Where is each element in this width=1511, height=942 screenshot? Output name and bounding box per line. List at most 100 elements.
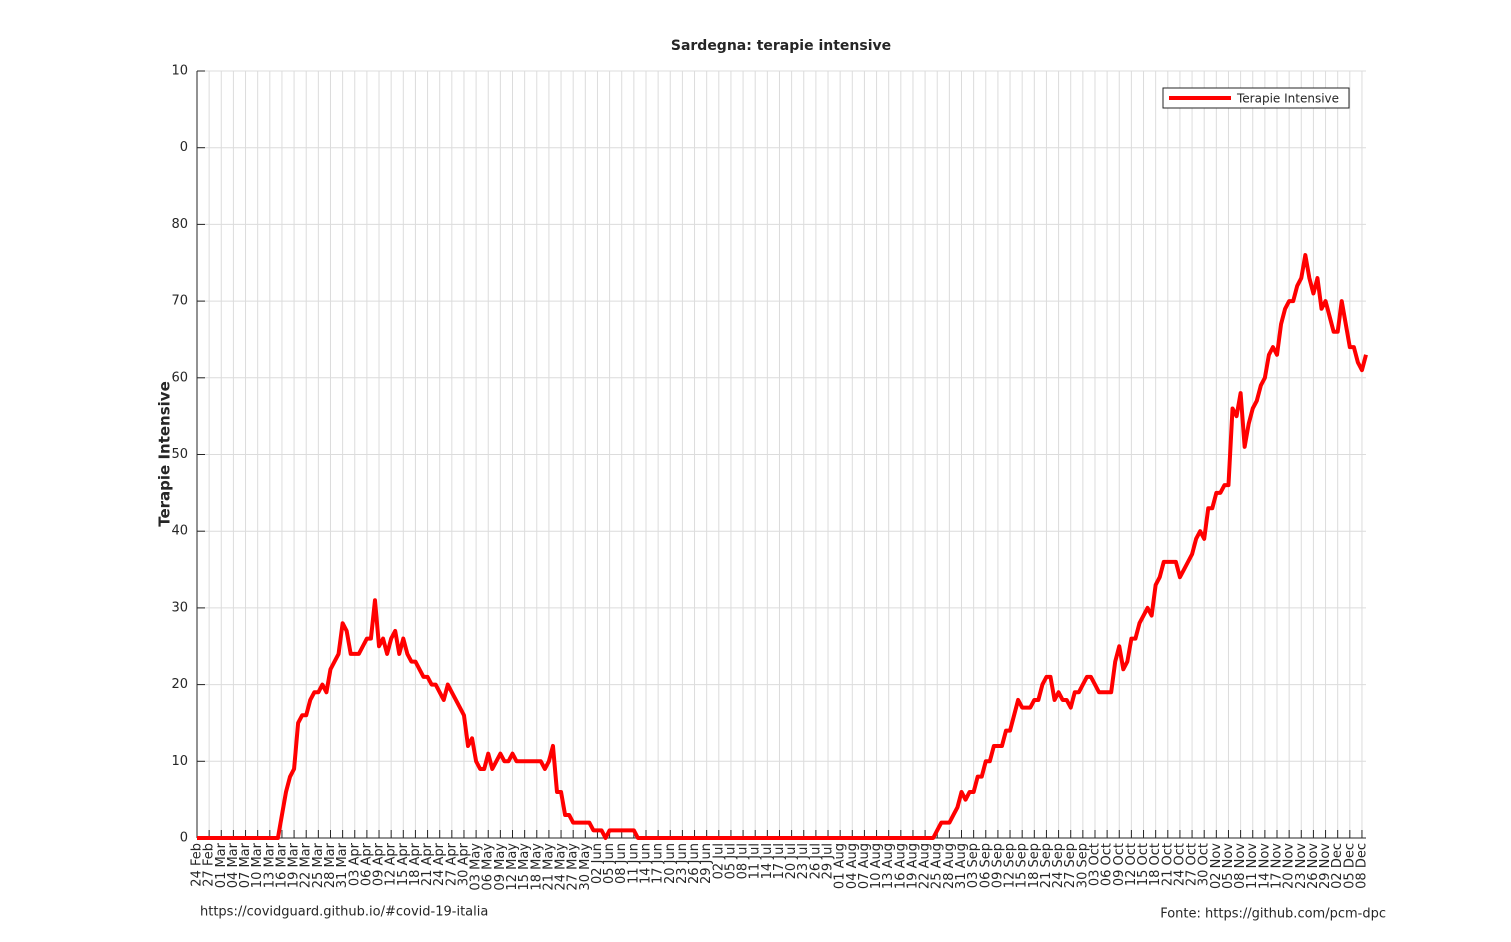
y-tick-label: 40 (171, 524, 188, 539)
x-tick-label: 21 Oct (1160, 843, 1175, 886)
x-tick-label: 09 Oct (1112, 843, 1127, 886)
x-tick-label: 07 Mar (238, 842, 253, 888)
x-tick-label: 27 Feb (202, 843, 217, 887)
x-tick-label: 06 Sep (978, 843, 993, 888)
x-tick-label: 15 Oct (1136, 843, 1151, 886)
x-tick-label: 24 May (554, 843, 569, 891)
grid (196, 70, 1366, 839)
x-tick-label: 08 Dec (1354, 843, 1369, 889)
x-tick-label: 05 Jul (723, 843, 738, 879)
x-tick-label: 09 Sep (990, 843, 1005, 888)
x-tick-label: 21 Sep (1039, 843, 1054, 888)
y-tick-label: 50 (171, 447, 188, 462)
x-tick-label: 30 May (578, 843, 593, 891)
x-tick-label: 03 May (469, 843, 484, 891)
x-tick-label: 03 Sep (966, 843, 981, 888)
x-tick-label: 08 Nov (1233, 843, 1248, 889)
x-tick-label: 24 Oct (1172, 843, 1187, 886)
x-tick-label: 11 Nov (1245, 843, 1260, 889)
x-tick-label: 19 Mar (287, 842, 302, 888)
x-tick-label: 14 Nov (1257, 843, 1272, 889)
x-tick-label: 25 Mar (311, 842, 326, 888)
x-tick-label: 27 Sep (1063, 843, 1078, 888)
x-tick-label: 18 Sep (1027, 843, 1042, 888)
x-tick-label: 16 Mar (274, 842, 289, 888)
x-tick-label: 06 Apr (359, 842, 374, 886)
x-tick-label: 21 Apr (420, 842, 435, 886)
x-tick-label: 06 May (481, 843, 496, 891)
x-tick-label: 18 Apr (408, 842, 423, 886)
x-tick-label: 30 Apr (456, 842, 471, 886)
x-tick-label: 02 Dec (1330, 843, 1345, 889)
x-tick-label: 23 Jul (796, 843, 811, 879)
x-tick-label: 06 Oct (1100, 843, 1115, 886)
x-tick-label: 27 Apr (444, 842, 459, 886)
x-tick-label: 11 Jul (748, 843, 763, 879)
x-tick-label: 08 Jun (614, 843, 629, 884)
y-tick-label: 80 (171, 217, 188, 232)
x-tick-label: 26 Jul (808, 843, 823, 879)
footer-right: Fonte: https://github.com/pcm-dpc (1160, 907, 1386, 922)
x-tick-label: 02 Nov (1209, 843, 1224, 889)
x-tick-label: 16 Aug (893, 843, 908, 889)
x-tick-label: 12 May (505, 843, 520, 891)
data-line (197, 253, 1368, 840)
x-tick-label: 13 Aug (881, 843, 896, 889)
x-tick-label: 08 Jul (736, 843, 751, 879)
x-tick-label: 11 Jun (626, 843, 641, 884)
legend-label: Terapie Intensive (1236, 92, 1339, 106)
x-tick-label: 15 Apr (396, 842, 411, 886)
y-tick-label: 30 (171, 600, 188, 615)
y-tick-label: 20 (171, 677, 188, 692)
x-tick-label: 07 Aug (857, 843, 872, 889)
x-tick-label: 03 Apr (347, 842, 362, 886)
x-tick-label: 29 Jun (699, 843, 714, 884)
x-tick-label: 02 Jul (711, 843, 726, 879)
x-tick-label: 17 Nov (1270, 843, 1285, 889)
x-tick-label: 29 Jul (821, 843, 836, 879)
x-tick-label: 28 Aug (942, 843, 957, 889)
x-tick-label: 10 Aug (869, 843, 884, 889)
x-tick-label: 24 Sep (1051, 843, 1066, 888)
x-tick-label: 12 Sep (1003, 843, 1018, 888)
x-tick-label: 20 Jul (784, 843, 799, 879)
x-tick-label: 17 Jul (772, 843, 787, 879)
x-tick-label: 26 Nov (1306, 843, 1321, 889)
x-tick-label: 04 Aug (845, 843, 860, 889)
x-tick-label: 05 Dec (1342, 843, 1357, 889)
chart-title: Sardegna: terapie intensive (671, 38, 891, 54)
x-tick-label: 14 Jul (760, 843, 775, 879)
y-tick-label: 10 (171, 754, 188, 769)
legend-box (1162, 87, 1350, 109)
x-tick-label: 30 Oct (1197, 843, 1212, 886)
y-tick-label: 0 (180, 140, 188, 155)
x-tick-label: 12 Oct (1124, 843, 1139, 886)
x-tick-label: 04 Mar (226, 842, 241, 888)
x-tick-label: 12 Apr (384, 842, 399, 886)
y-tick-label: 70 (171, 294, 188, 309)
x-tick-label: 18 Oct (1148, 843, 1163, 886)
x-tick-label: 23 Nov (1294, 843, 1309, 889)
y-tick-label: 0 (180, 831, 188, 846)
footer-left: https://covidguard.github.io/#covid-19-i… (200, 905, 488, 920)
x-tick-label: 31 Aug (954, 843, 969, 889)
x-tick-label: 09 May (493, 843, 508, 891)
x-tick-label: 09 Apr (372, 842, 387, 886)
x-tick-label: 13 Mar (262, 842, 277, 888)
x-tick-label: 30 Sep (1075, 843, 1090, 888)
x-tick-label: 27 May (566, 843, 581, 891)
x-tick-label: 03 Oct (1087, 843, 1102, 886)
x-tick-label: 05 Jun (602, 843, 617, 884)
x-tick-label: 22 Aug (918, 843, 933, 889)
x-tick-label: 26 Jun (687, 843, 702, 884)
x-tick-label: 15 May (517, 843, 532, 891)
x-tick-label: 21 May (541, 843, 556, 891)
x-tick-label: 23 Jun (675, 843, 690, 884)
x-tick-label: 20 Nov (1282, 843, 1297, 889)
x-tick-label: 24 Feb (190, 843, 205, 887)
x-tick-label: 19 Aug (905, 843, 920, 889)
x-tick-label: 18 May (529, 843, 544, 891)
x-tick-label: 20 Jun (663, 843, 678, 884)
x-tick-label: 17 Jun (651, 843, 666, 884)
